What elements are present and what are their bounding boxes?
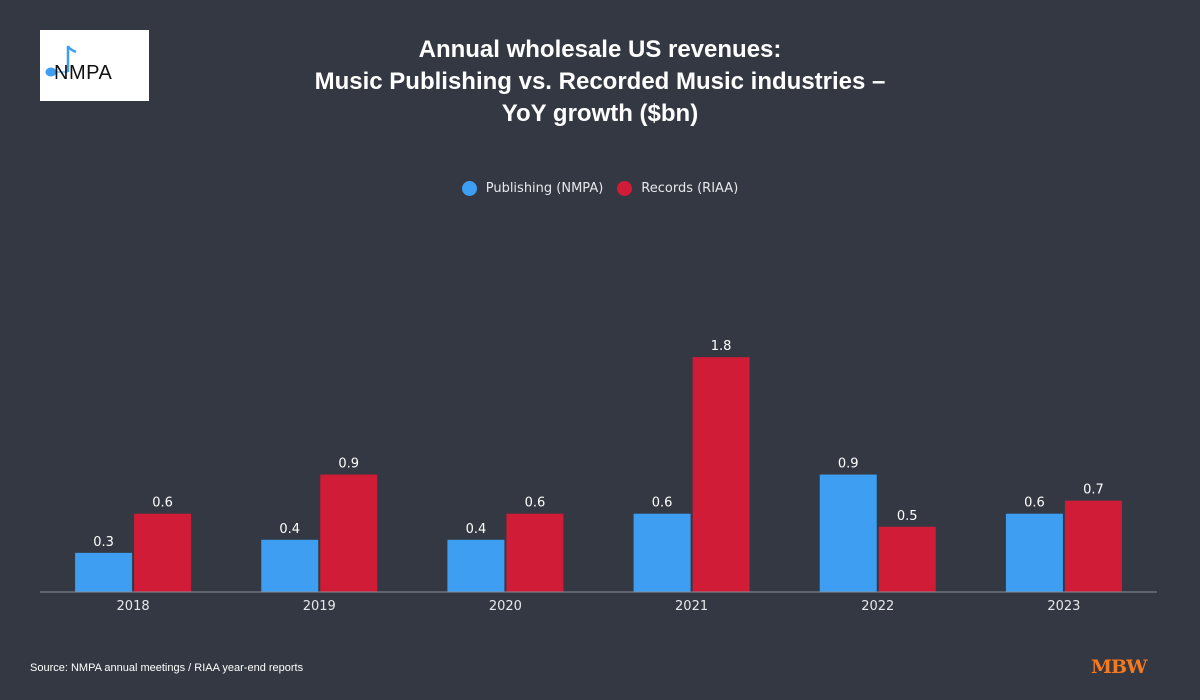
title-line-1: Annual wholesale US revenues: (418, 36, 782, 63)
chart-legend: Publishing (NMPA) Records (RIAA) (0, 181, 1200, 196)
source-note: Source: NMPA annual meetings / RIAA year… (30, 662, 304, 674)
x-tick-label-2023: 2023 (1047, 599, 1080, 614)
publishing-bar-2023 (1005, 513, 1063, 592)
publishing-value-label-2022: 0.9 (838, 457, 859, 472)
publishing-swatch (461, 181, 477, 196)
mbw-logo: MBW (1091, 656, 1147, 678)
music-note-icon (45, 45, 77, 77)
publishing-value-label-2020: 0.4 (466, 522, 487, 537)
publishing-bar-2018 (75, 552, 133, 592)
publishing-bar-2022 (819, 474, 877, 592)
records-bar-2021 (692, 357, 750, 592)
legend-label-publishing: Publishing (NMPA) (485, 181, 604, 196)
records-bar-2023 (1064, 500, 1122, 592)
records-value-label-2021: 1.8 (711, 339, 732, 354)
x-tick-label-2019: 2019 (303, 599, 336, 614)
title-line-2: Music Publishing vs. Recorded Music indu… (314, 68, 886, 95)
legend-label-records: Records (RIAA) (641, 181, 739, 196)
publishing-value-label-2018: 0.3 (93, 535, 114, 550)
x-tick-label-2022: 2022 (861, 599, 894, 614)
records-value-label-2019: 0.9 (338, 457, 359, 472)
publishing-value-label-2021: 0.6 (652, 496, 673, 511)
legend-item-publishing[interactable]: Publishing (NMPA) (461, 181, 604, 196)
x-tick-label-2020: 2020 (489, 599, 522, 614)
x-tick-label-2021: 2021 (675, 599, 708, 614)
records-value-label-2018: 0.6 (152, 496, 173, 511)
nmpa-logo: NMPA (40, 30, 149, 101)
records-bar-2020 (506, 513, 564, 592)
records-bar-2018 (134, 513, 192, 592)
logo-text: NMPA (54, 62, 113, 84)
chart-title: Annual wholesale US revenues: Music Publ… (200, 34, 1000, 130)
records-value-label-2023: 0.7 (1083, 483, 1104, 498)
records-bar-2019 (320, 474, 378, 592)
records-bar-2022 (878, 526, 936, 592)
legend-item-records[interactable]: Records (RIAA) (617, 181, 738, 196)
publishing-bar-2019 (261, 539, 319, 592)
records-value-label-2022: 0.5 (897, 509, 918, 524)
records-swatch (617, 181, 633, 196)
x-tick-label-2018: 2018 (117, 599, 150, 614)
records-value-label-2020: 0.6 (525, 496, 546, 511)
title-line-3: YoY growth ($bn) (501, 100, 699, 127)
publishing-bar-2020 (447, 539, 505, 592)
publishing-value-label-2023: 0.6 (1024, 496, 1045, 511)
publishing-value-label-2019: 0.4 (279, 522, 300, 537)
publishing-bar-2021 (633, 513, 691, 592)
